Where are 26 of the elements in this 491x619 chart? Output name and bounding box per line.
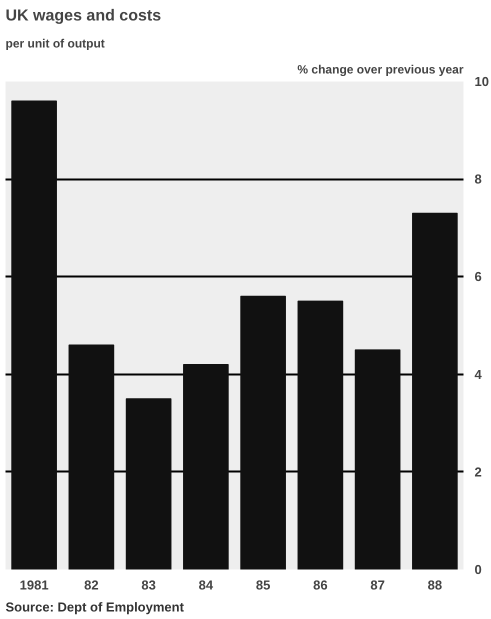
- bar: [11, 100, 57, 570]
- x-tick-label: 88: [428, 578, 442, 592]
- y-tick-label: 10: [474, 74, 489, 89]
- x-tick-label: 82: [84, 578, 99, 592]
- x-tick-label: 85: [256, 578, 270, 592]
- chart-subtitle: per unit of output: [6, 36, 105, 50]
- bar: [183, 364, 229, 570]
- y-tick-label: 2: [474, 464, 482, 480]
- chart-title: UK wages and costs: [6, 8, 162, 24]
- y-tick-label: 0: [474, 562, 482, 577]
- y-tick-label: 6: [474, 269, 482, 284]
- x-tick-label: 86: [313, 578, 328, 592]
- x-tick-label: 87: [370, 578, 385, 592]
- bar: [412, 212, 458, 570]
- y-tick-label: 4: [474, 366, 482, 382]
- x-tick-label: 84: [198, 578, 214, 592]
- x-tick-label: 83: [141, 578, 156, 592]
- bar: [354, 349, 400, 570]
- y-tick-label: 8: [474, 172, 482, 187]
- bar: [68, 344, 114, 570]
- bar: [298, 300, 344, 570]
- bar: [240, 296, 286, 570]
- y-axis-title: % change over previous year: [297, 62, 464, 76]
- source-note: Source: Dept of Employment: [6, 600, 185, 614]
- x-tick-label: 1981: [20, 578, 49, 592]
- bar: [126, 398, 172, 570]
